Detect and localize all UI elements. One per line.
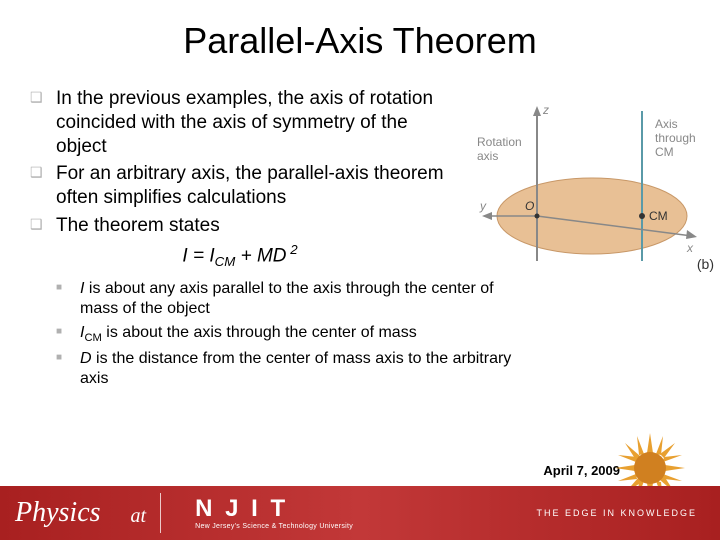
njit-block: N J I T New Jersey's Science & Technolog… (195, 497, 353, 530)
formula: I = ICM + MD 2 (30, 242, 450, 269)
sub-bullet-1: I is about any axis parallel to the axis… (56, 279, 536, 319)
label-cm3: CM (655, 145, 674, 159)
label-x: x (686, 241, 694, 255)
formula-sq: 2 (287, 242, 298, 257)
axis-diagram: z y x Rotation axis Axis through CM O CM (477, 96, 702, 276)
label-y: y (479, 199, 487, 213)
footer-bar: Physics at N J I T New Jersey's Science … (0, 486, 720, 540)
bullet-1: In the previous examples, the axis of ro… (30, 87, 450, 158)
footer-edge: THE EDGE IN KNOWLEDGE (536, 508, 697, 518)
footer-physics: Physics (15, 497, 101, 529)
diagram-b-label: (b) (697, 256, 714, 272)
bullet-2: For an arbitrary axis, the parallel-axis… (30, 162, 450, 210)
slide-date: April 7, 2009 (543, 463, 620, 478)
sub2-text: is about the axis through the center of … (102, 324, 417, 341)
formula-M: M (257, 245, 273, 266)
sub1-text: is about any axis parallel to the axis t… (80, 280, 494, 317)
label-z: z (542, 103, 549, 117)
footer-at: at (131, 505, 147, 528)
label-rot1: Rotation (477, 135, 522, 149)
footer-njit-sub: New Jersey's Science & Technology Univer… (195, 523, 353, 530)
label-rot2: axis (477, 149, 498, 163)
footer-sep (160, 493, 161, 533)
sub-bullet-3: D is the distance from the center of mas… (56, 349, 536, 389)
main-bullets: In the previous examples, the axis of ro… (30, 87, 450, 238)
formula-cm-sub: CM (215, 254, 236, 269)
label-O: O (525, 199, 534, 213)
label-CM: CM (649, 209, 668, 223)
label-cm1: Axis (655, 117, 678, 131)
slide: Parallel-Axis Theorem In the previous ex… (0, 0, 720, 540)
slide-title: Parallel-Axis Theorem (30, 20, 690, 62)
sub-bullet-2: ICM is about the axis through the center… (56, 323, 536, 345)
formula-eq: = (188, 245, 210, 266)
formula-D: D (273, 245, 287, 266)
bullet-3: The theorem states (30, 214, 450, 238)
sub3-D: D (80, 350, 92, 367)
sub3-text: is the distance from the center of mass … (80, 350, 511, 387)
formula-plus: + (235, 245, 257, 266)
label-cm2: through (655, 131, 696, 145)
sub-bullets: I is about any axis parallel to the axis… (56, 279, 536, 389)
sub2-cm: CM (84, 332, 101, 344)
footer-njit: N J I T (195, 497, 288, 521)
